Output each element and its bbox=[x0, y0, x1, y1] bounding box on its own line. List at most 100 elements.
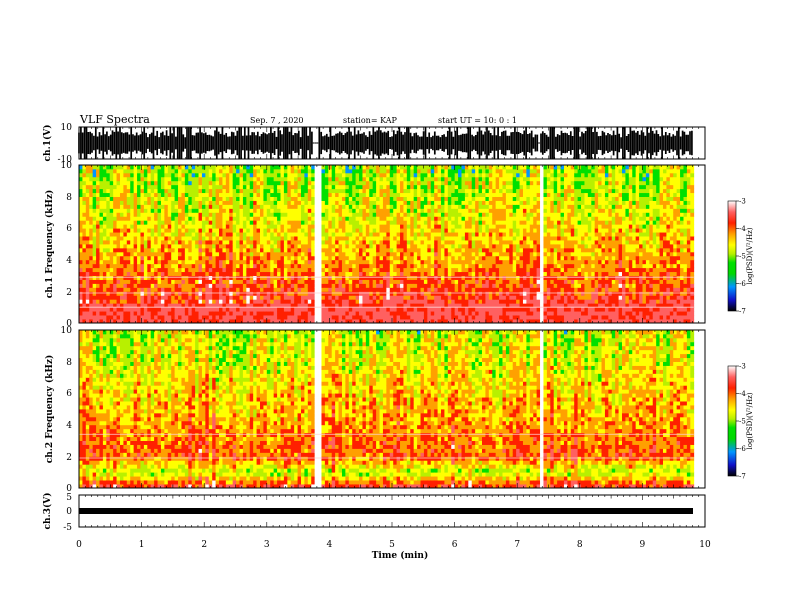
spec1-cell bbox=[229, 271, 234, 276]
spec1-cell bbox=[188, 228, 193, 233]
spec1-cell bbox=[355, 188, 360, 194]
spec1-cell bbox=[260, 307, 264, 312]
spec1-cell bbox=[137, 176, 141, 182]
spec1-cell bbox=[430, 200, 435, 205]
spec1-cell bbox=[341, 228, 346, 233]
spec1-cell bbox=[92, 168, 97, 174]
spec1-cell bbox=[253, 247, 257, 253]
spec1-cell bbox=[160, 208, 165, 213]
spec1-cell bbox=[427, 184, 432, 190]
spec1-cell bbox=[150, 283, 155, 288]
spec1-cell bbox=[89, 291, 94, 296]
spec1-cell bbox=[106, 168, 111, 174]
spec1-cell bbox=[167, 283, 172, 288]
spec1-cell bbox=[164, 303, 169, 308]
spec1-cell bbox=[318, 208, 322, 213]
spec1-cell bbox=[488, 208, 493, 213]
spec1-cell bbox=[106, 251, 111, 257]
spec1-cell bbox=[167, 255, 172, 261]
spec1-cell bbox=[499, 303, 503, 308]
spec1-cell bbox=[444, 208, 449, 213]
spec1-cell bbox=[92, 295, 97, 300]
spec1-cell bbox=[160, 188, 165, 194]
spec1-cell bbox=[92, 275, 97, 280]
spec1-cell bbox=[403, 247, 408, 253]
spec1-cell bbox=[232, 275, 237, 280]
spec1-cell bbox=[181, 263, 186, 269]
spec1-cell bbox=[188, 251, 193, 257]
spec1-cell bbox=[239, 291, 244, 296]
spec1-cell bbox=[256, 224, 261, 229]
spec1-cell bbox=[242, 216, 247, 221]
spec1-cell bbox=[212, 267, 217, 273]
spec1-cell bbox=[345, 299, 350, 304]
spec1-cell bbox=[359, 259, 363, 265]
spec1-cell bbox=[249, 299, 254, 304]
spec1-cell bbox=[362, 244, 367, 249]
spec1-cell bbox=[478, 224, 483, 229]
spec1-cell bbox=[109, 291, 114, 296]
spec1-cell bbox=[372, 188, 377, 194]
spec1-cell bbox=[167, 196, 172, 201]
spec1-cell bbox=[242, 184, 247, 190]
spec1-cell bbox=[212, 244, 217, 249]
spec1-cell bbox=[273, 192, 278, 197]
spec1-cell bbox=[116, 303, 121, 308]
spec1-cell bbox=[212, 319, 217, 324]
spec1-cell bbox=[253, 204, 257, 209]
spec1-cell bbox=[253, 283, 257, 288]
spec1-cell bbox=[485, 259, 490, 265]
spec1-cell bbox=[468, 244, 473, 249]
spec1-cell bbox=[488, 216, 493, 221]
spec1-cell bbox=[277, 319, 281, 324]
spec1-cell bbox=[290, 208, 295, 213]
spec1-cell bbox=[461, 307, 466, 312]
spec1-cell bbox=[471, 311, 476, 316]
spec1-cell bbox=[410, 204, 415, 209]
spec1-cell bbox=[256, 275, 261, 280]
spec1-cell bbox=[447, 228, 452, 233]
spec1-cell bbox=[188, 303, 193, 308]
spec1-cell bbox=[300, 251, 305, 257]
spec1-cell bbox=[205, 247, 210, 253]
spec1-cell bbox=[198, 307, 203, 312]
spec1-cell bbox=[447, 232, 452, 237]
spec1-cell bbox=[413, 204, 418, 209]
spec1-cell bbox=[304, 267, 309, 273]
spec1-cell bbox=[338, 180, 343, 186]
spec1-cell bbox=[109, 315, 114, 320]
spec1-cell bbox=[386, 299, 391, 304]
spec1-cell bbox=[266, 303, 271, 308]
spec1-cell bbox=[403, 295, 408, 300]
spec1-cell bbox=[92, 303, 97, 308]
spec1-cell bbox=[167, 212, 172, 217]
spec1-cell bbox=[123, 275, 128, 280]
spec1-cell bbox=[249, 224, 254, 229]
spec1-cell bbox=[451, 251, 456, 257]
spec1-cell bbox=[294, 291, 298, 296]
spec1-cell bbox=[239, 212, 244, 217]
spec1-cell bbox=[102, 192, 107, 197]
spec1-cell bbox=[352, 216, 357, 221]
spec1-cell bbox=[229, 192, 234, 197]
spec1-cell bbox=[488, 271, 493, 276]
spec1-cell bbox=[485, 275, 490, 280]
spec1-cell bbox=[263, 283, 268, 288]
spec1-cell bbox=[311, 188, 316, 194]
spec1-cell bbox=[297, 165, 302, 170]
spec1-cell bbox=[260, 259, 264, 265]
spec1-cell bbox=[359, 240, 363, 245]
spec1-cell bbox=[396, 188, 401, 194]
spec1-cell bbox=[324, 224, 329, 229]
spec1-cell bbox=[96, 307, 100, 312]
spec1-cell bbox=[137, 303, 141, 308]
spec1-cell bbox=[396, 204, 401, 209]
spec1-cell bbox=[393, 307, 398, 312]
spec1-cell bbox=[143, 184, 148, 190]
spec1-cell bbox=[348, 283, 353, 288]
spec1-cell bbox=[123, 267, 128, 273]
spec1-cell bbox=[341, 287, 346, 292]
spec1-cell bbox=[420, 311, 425, 316]
spec1-cell bbox=[441, 311, 445, 316]
spec1-cell bbox=[277, 259, 281, 265]
